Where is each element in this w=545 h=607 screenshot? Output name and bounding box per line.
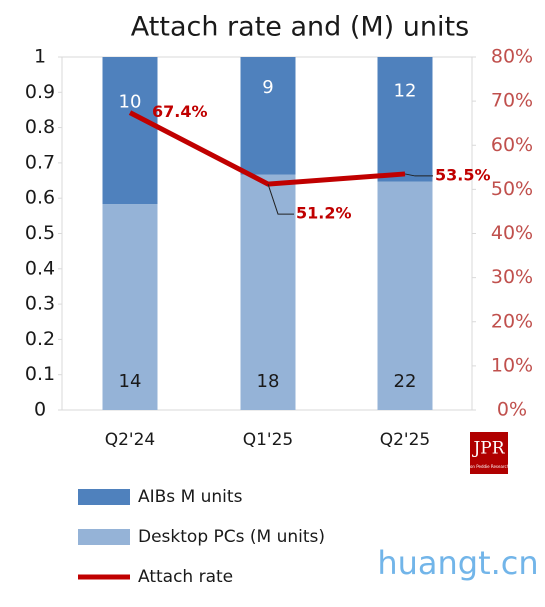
segment-label: 12 (394, 80, 417, 101)
y-tick-label: 0.6 (25, 187, 55, 209)
segment-label: 22 (394, 371, 417, 392)
y2-tick-label: 60% (491, 134, 533, 156)
leader-line (267, 183, 294, 215)
y-tick-label: 1 (34, 46, 46, 68)
segment-label: 9 (262, 77, 273, 98)
logo-text: JPR (471, 439, 505, 459)
y-tick-label: 0.3 (25, 293, 55, 315)
legend-label: Desktop PCs (M units) (138, 527, 325, 547)
x-tick-label: Q2'24 (105, 430, 156, 450)
bar-segment (240, 57, 296, 175)
y-tick-label: 0.1 (25, 363, 55, 385)
bar-segment (102, 204, 158, 410)
logo-subtext: Jon Peddie Research (468, 464, 510, 469)
y-tick-label: 0.8 (25, 116, 55, 138)
bar-segment (377, 57, 433, 182)
y-tick-label: 0 (34, 399, 46, 421)
y2-tick-label: 80% (491, 46, 533, 68)
y-tick-label: 0.9 (25, 81, 55, 103)
y-tick-label: 0.7 (25, 151, 55, 173)
data-label: 53.5% (435, 165, 491, 184)
legend-swatch (78, 489, 130, 505)
legend-label: AIBs M units (138, 487, 243, 507)
leader-line (404, 173, 433, 177)
y2-tick-label: 70% (491, 90, 533, 112)
y2-tick-label: 10% (491, 354, 533, 376)
y-tick-label: 0.5 (25, 222, 55, 244)
y2-tick-label: 50% (491, 178, 533, 200)
chart-title: Attach rate and (M) units (131, 12, 469, 43)
bar-segment (377, 181, 433, 410)
y2-tick-label: 0% (497, 399, 527, 421)
bar-segment (102, 57, 158, 205)
segment-label: 10 (119, 92, 142, 113)
x-tick-label: Q2'25 (380, 430, 431, 450)
y-tick-label: 0.2 (25, 328, 55, 350)
data-label: 67.4% (152, 102, 208, 121)
watermark: huangt.cn (377, 544, 538, 582)
segment-label: 18 (257, 371, 280, 392)
y2-tick-label: 20% (491, 310, 533, 332)
y2-tick-label: 40% (491, 222, 533, 244)
legend-swatch (78, 529, 130, 545)
data-label: 51.2% (296, 204, 352, 223)
y2-tick-label: 30% (491, 266, 533, 288)
legend-label: Attach rate (138, 567, 233, 587)
y-tick-label: 0.4 (25, 257, 55, 279)
x-tick-label: Q1'25 (243, 430, 294, 450)
segment-label: 14 (119, 371, 142, 392)
logo-box (470, 432, 508, 474)
